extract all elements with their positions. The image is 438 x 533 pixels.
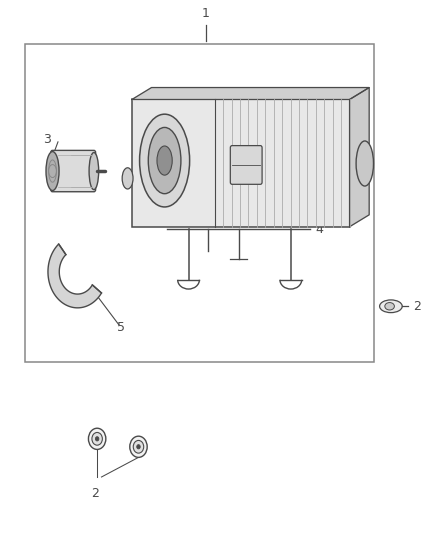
- Ellipse shape: [148, 127, 181, 193]
- Text: 5: 5: [117, 321, 125, 334]
- Ellipse shape: [157, 146, 172, 175]
- Circle shape: [130, 436, 147, 457]
- Circle shape: [92, 432, 102, 445]
- Ellipse shape: [46, 151, 59, 190]
- Circle shape: [88, 428, 106, 449]
- Polygon shape: [350, 87, 369, 227]
- Polygon shape: [48, 244, 102, 308]
- Circle shape: [137, 445, 140, 449]
- Ellipse shape: [385, 303, 394, 310]
- FancyBboxPatch shape: [230, 146, 262, 184]
- Ellipse shape: [122, 168, 133, 189]
- Circle shape: [133, 440, 144, 453]
- Text: 4: 4: [315, 223, 323, 236]
- Polygon shape: [132, 87, 369, 100]
- Circle shape: [95, 437, 99, 441]
- Text: 1: 1: [202, 7, 210, 20]
- Text: 3: 3: [43, 133, 51, 146]
- Bar: [132, 100, 350, 227]
- Text: 2: 2: [413, 300, 421, 313]
- Bar: [25, 44, 374, 362]
- Ellipse shape: [356, 141, 374, 186]
- Ellipse shape: [140, 114, 190, 207]
- Text: 2: 2: [91, 487, 99, 499]
- Ellipse shape: [89, 152, 99, 190]
- FancyBboxPatch shape: [51, 150, 95, 192]
- Ellipse shape: [380, 300, 402, 313]
